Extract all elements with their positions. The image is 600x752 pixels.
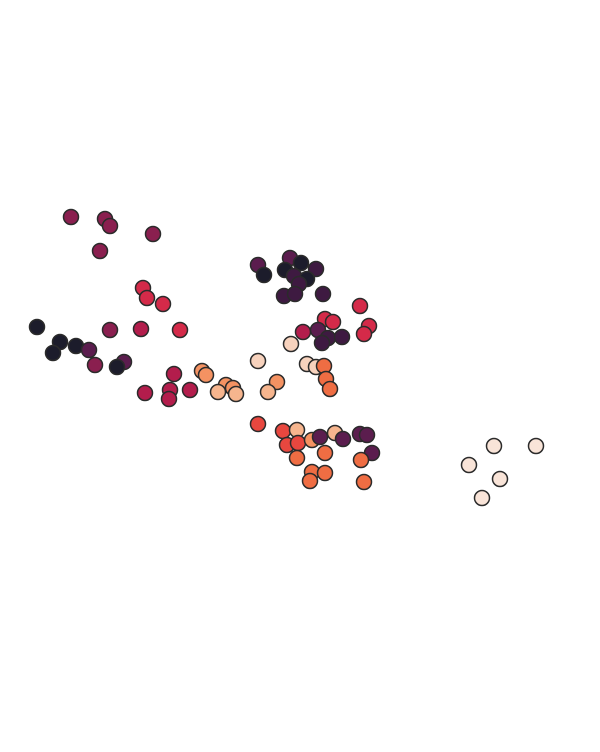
scatter-point-15 <box>80 341 98 359</box>
scatter-point-76 <box>352 451 370 469</box>
scatter-point-62 <box>249 415 267 433</box>
scatter-point-26 <box>197 366 215 384</box>
scatter-point-46 <box>351 297 369 315</box>
scatter-point-74 <box>288 449 306 467</box>
scatter-point-84 <box>491 470 509 488</box>
scatter-point-72 <box>358 426 376 444</box>
scatter-point-9 <box>28 318 46 336</box>
scatter-point-68 <box>311 428 329 446</box>
scatter-point-85 <box>473 489 491 507</box>
scatter-point-36 <box>255 266 273 284</box>
scatter-point-66 <box>289 434 307 452</box>
scatter-point-22 <box>181 381 199 399</box>
scatter-point-45 <box>314 285 332 303</box>
scatter-point-83 <box>460 456 478 474</box>
scatter-point-73 <box>316 444 334 462</box>
scatter-point-10 <box>101 321 119 339</box>
scatter-point-47 <box>294 323 312 341</box>
scatter-point-23 <box>136 384 154 402</box>
scatter-point-19 <box>108 358 126 376</box>
scatter-point-79 <box>301 472 319 490</box>
scatter-point-70 <box>334 430 352 448</box>
scatter-point-11 <box>132 320 150 338</box>
scatter-point-29 <box>209 383 227 401</box>
points-layer <box>28 208 545 507</box>
scatter-point-80 <box>355 473 373 491</box>
scatter-point-56 <box>282 335 300 353</box>
scatter-point-4 <box>144 225 162 243</box>
scatter-point-24 <box>160 390 178 408</box>
scatter-point-30 <box>227 385 245 403</box>
scatter-point-31 <box>249 352 267 370</box>
scatter-point-55 <box>355 325 373 343</box>
scatter-point-12 <box>171 321 189 339</box>
scatter-point-5 <box>91 242 109 260</box>
scatter-point-8 <box>154 295 172 313</box>
scatter-point-17 <box>86 356 104 374</box>
scatter-point-61 <box>321 380 339 398</box>
scatter-point-16 <box>44 344 62 362</box>
scatter-point-82 <box>527 437 545 455</box>
scatter-point-1 <box>62 208 80 226</box>
scatter-point-63 <box>274 422 292 440</box>
scatter-point-52 <box>313 334 331 352</box>
scatter-point-53 <box>333 328 351 346</box>
scatter-point-3 <box>101 217 119 235</box>
scatter-point-78 <box>316 464 334 482</box>
scatter-point-33 <box>259 383 277 401</box>
scatter-point-49 <box>324 313 342 331</box>
scatter-point-38 <box>292 254 310 272</box>
scatter-point-20 <box>165 365 183 383</box>
scatter-point-81 <box>485 437 503 455</box>
scatter-point-7 <box>138 289 156 307</box>
scatter-point-44 <box>286 285 304 303</box>
